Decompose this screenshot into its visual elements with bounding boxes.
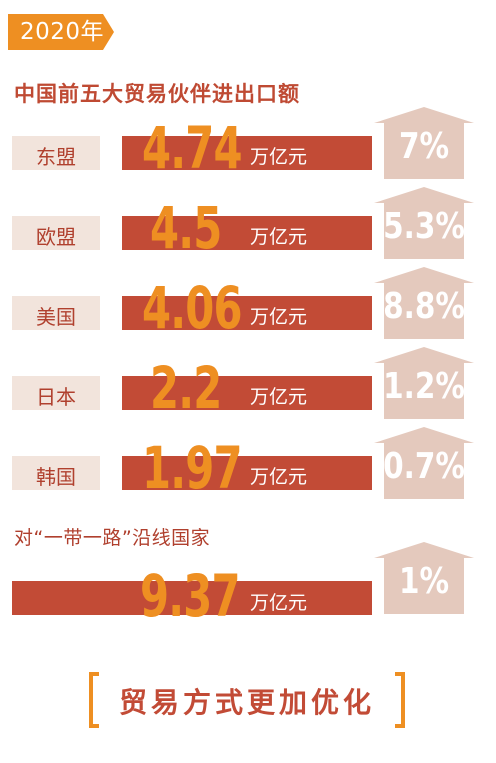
partner-bar	[122, 376, 372, 410]
belt-road-growth-label: 1%	[398, 561, 450, 602]
section-heading: 贸易方式更加优化	[88, 672, 406, 728]
growth-arrow: 1.2%	[374, 347, 474, 423]
growth-label: 8.8%	[383, 286, 465, 327]
partner-unit: 万亿元	[250, 386, 308, 408]
belt-road-value: 9.37	[140, 562, 241, 630]
partner-row: 韩国 1.97 万亿元 0.7%	[0, 427, 496, 507]
right-bracket-icon	[395, 672, 405, 728]
belt-road-growth-arrow: 1%	[374, 542, 474, 618]
partner-name: 东盟	[36, 145, 76, 169]
partner-row: 欧盟 4.5 万亿元 5.3%	[0, 187, 496, 267]
partner-value: 4.74	[142, 114, 243, 182]
partner-name-box: 美国	[12, 296, 100, 330]
partner-name: 美国	[36, 305, 76, 329]
growth-label: 7%	[398, 126, 450, 167]
belt-road-label: 对“一带一路”沿线国家	[14, 527, 211, 549]
growth-label: 0.7%	[383, 446, 465, 487]
partner-name: 欧盟	[36, 225, 76, 249]
growth-arrow: 5.3%	[374, 187, 474, 263]
partner-bar	[122, 136, 372, 170]
chart-title: 中国前五大贸易伙伴进出口额	[14, 82, 300, 106]
belt-road-unit: 万亿元	[250, 592, 308, 614]
growth-label: 5.3%	[383, 206, 465, 247]
partner-name-box: 韩国	[12, 456, 100, 490]
partner-value: 2.2	[150, 354, 222, 422]
year-tag-text: 2020年	[20, 19, 105, 45]
partner-name-box: 东盟	[12, 136, 100, 170]
partner-name-box: 欧盟	[12, 216, 100, 250]
belt-road-bar	[12, 581, 372, 615]
year-tag: 2020年	[8, 14, 114, 50]
partner-unit: 万亿元	[250, 226, 308, 248]
partner-bar	[122, 216, 372, 250]
partner-row: 美国 4.06 万亿元 8.8%	[0, 267, 496, 347]
partner-name-box: 日本	[12, 376, 100, 410]
partner-row: 东盟 4.74 万亿元 7%	[0, 107, 496, 187]
partner-unit: 万亿元	[250, 466, 308, 488]
partner-bar	[122, 296, 372, 330]
partner-row: 日本 2.2 万亿元 1.2%	[0, 347, 496, 427]
partner-name: 日本	[36, 385, 76, 409]
partner-value: 4.5	[150, 194, 222, 262]
growth-arrow: 7%	[374, 107, 474, 183]
growth-label: 1.2%	[383, 366, 465, 407]
partner-unit: 万亿元	[250, 306, 308, 328]
partner-bar	[122, 456, 372, 490]
partner-name: 韩国	[36, 465, 76, 489]
partner-value: 4.06	[142, 274, 243, 342]
growth-arrow: 8.8%	[374, 267, 474, 343]
section-heading-text: 贸易方式更加优化	[118, 686, 375, 719]
partner-unit: 万亿元	[250, 146, 308, 168]
growth-arrow: 0.7%	[374, 427, 474, 503]
left-bracket-icon	[89, 672, 99, 728]
belt-road-row: 9.37 万亿元 1%	[0, 542, 496, 630]
partner-value: 1.97	[142, 434, 243, 502]
